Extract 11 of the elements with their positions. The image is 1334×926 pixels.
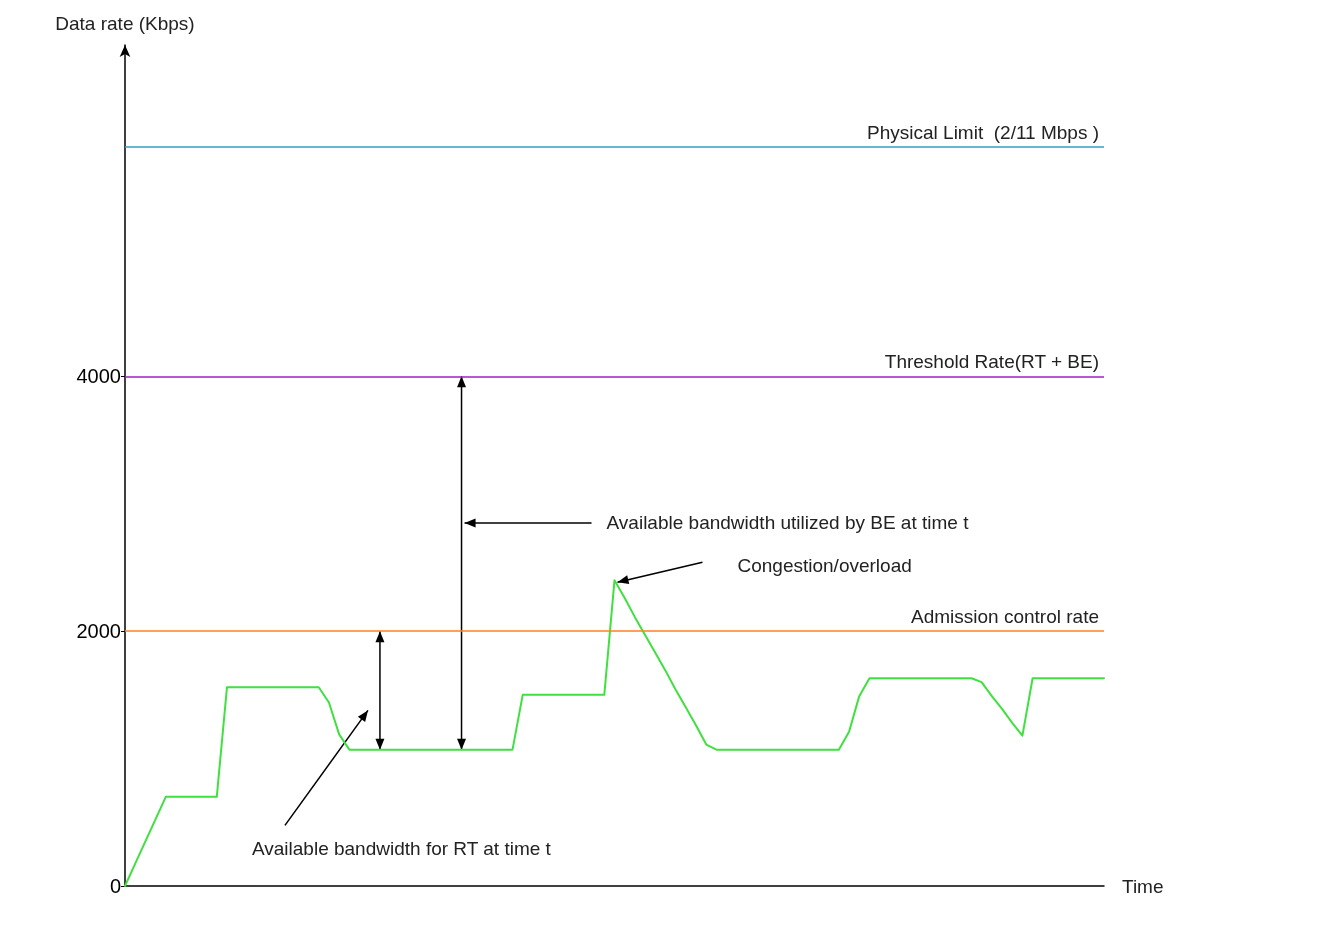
annotation: Available bandwidth for RT at time t bbox=[251, 837, 552, 859]
annotation: Congestion/overload bbox=[737, 554, 912, 576]
y-axis-title: Data rate (Kbps) bbox=[55, 13, 195, 34]
y-tick-label: 4000 bbox=[76, 365, 121, 388]
y-tick-label: 0 bbox=[109, 875, 121, 897]
y-tick-label: 2000 bbox=[76, 620, 121, 643]
ref-line-label: Admission control rate bbox=[911, 606, 1099, 628]
x-axis-title: Time bbox=[1122, 875, 1164, 897]
ref-line-label: Threshold Rate(RT + BE) bbox=[884, 351, 1099, 373]
ref-line-label: Physical Limit (2/11 Mbps ) bbox=[867, 121, 1099, 143]
annotation: Available bandwidth utilized by BE at time t bbox=[606, 512, 970, 534]
